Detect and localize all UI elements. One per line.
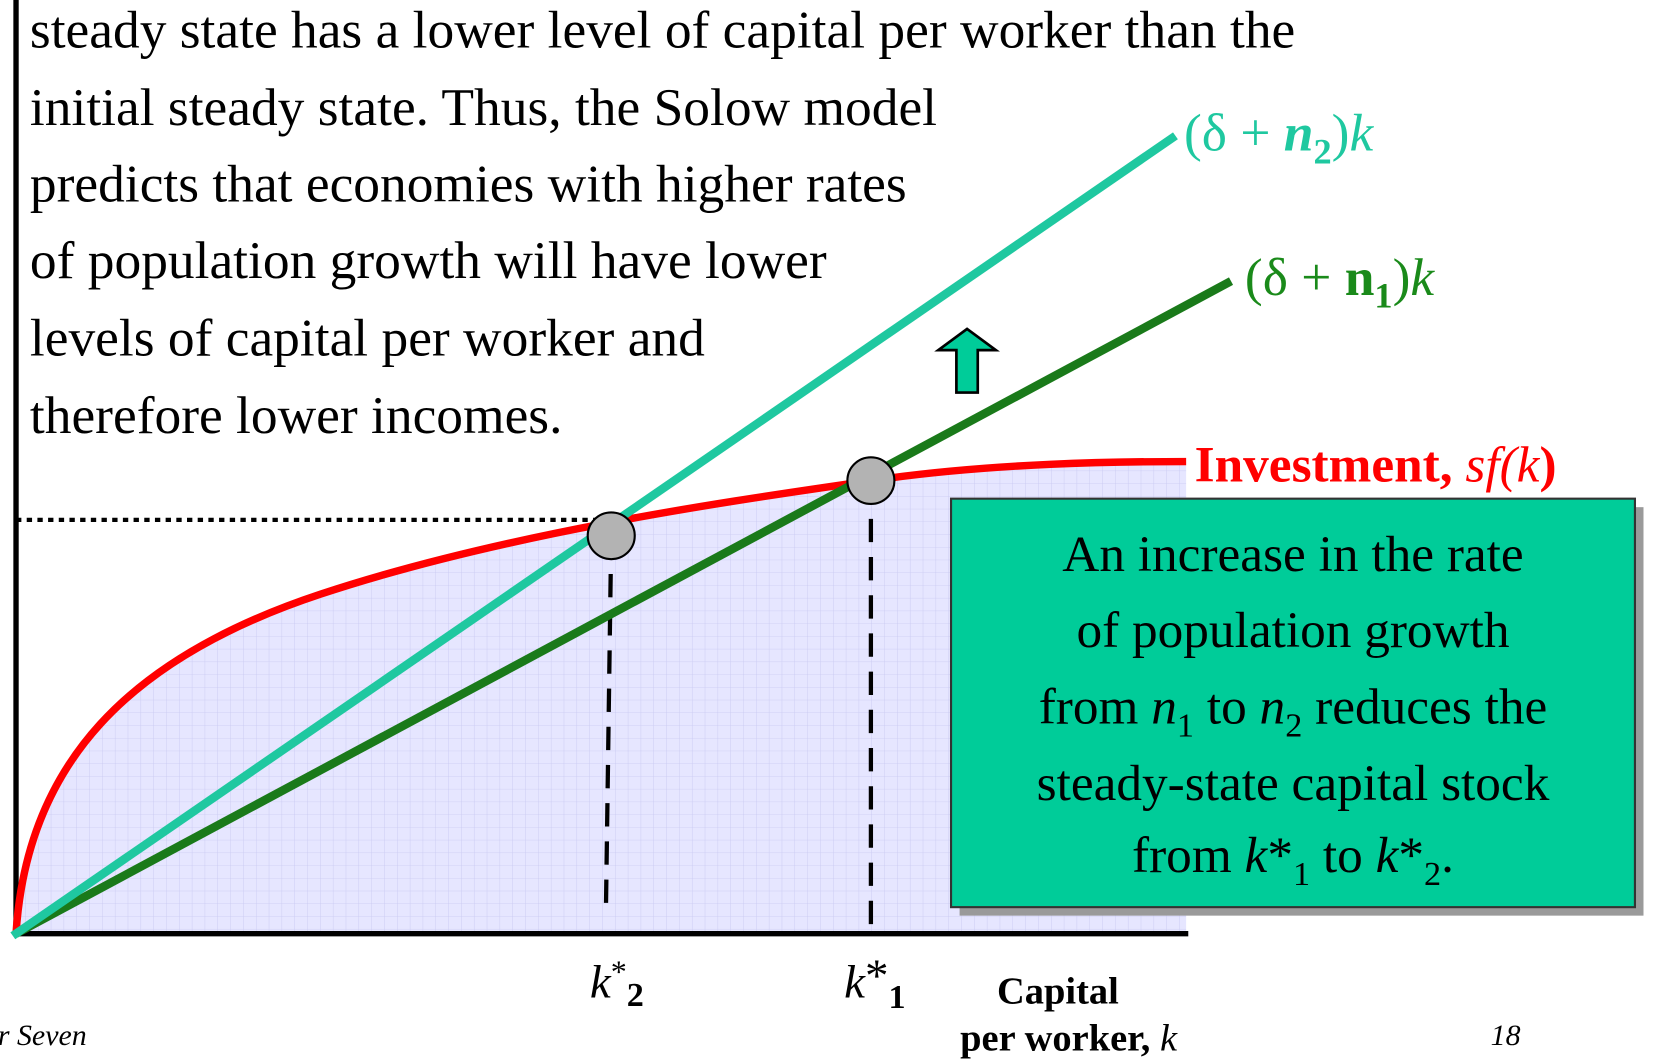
text-line: levels of capital per worker and [30, 309, 705, 368]
investment-label: Investment, sf(k) [1195, 437, 1557, 494]
callout-part: 2 [1424, 856, 1441, 893]
callout-part: to [1194, 679, 1260, 736]
text-line: steady state has a lower level of capita… [30, 1, 1295, 60]
label-part: (δ + [1245, 248, 1345, 307]
body-text: steady state has a lower level of capita… [30, 1, 1295, 445]
callout-box [949, 497, 1637, 909]
axis-label: Capital [997, 971, 1119, 1013]
label-part: ) [1393, 248, 1411, 307]
callout-part: n [1260, 679, 1286, 736]
footer: r Seven [0, 1019, 87, 1052]
label-part: Investment, [1195, 437, 1466, 494]
axis-label: per worker, k [960, 1018, 1178, 1060]
steady-state-2 [586, 511, 636, 561]
up-arrow [934, 327, 1000, 394]
label-part: (δ + [1184, 104, 1284, 163]
label-part: 1 [889, 979, 906, 1016]
k1-label: k*1 [844, 950, 905, 1016]
depreciation-n1 [13, 277, 1234, 938]
callout-part: k [1376, 827, 1400, 884]
callout-part: n [1151, 679, 1177, 736]
callout-part: . [1441, 827, 1454, 884]
callout-line: steady-state capital stock [1037, 755, 1550, 812]
label-part: * [865, 950, 889, 1002]
callout-part: from [1132, 827, 1245, 884]
text-line: therefore lower incomes. [30, 386, 563, 445]
investment-curve [12, 457, 1187, 934]
page-number: 18 [1491, 1019, 1521, 1052]
dash-k2 [603, 535, 614, 913]
shaded-area [16, 461, 1187, 934]
label-part: n [1284, 104, 1314, 163]
label-part: per worker, [960, 1018, 1160, 1060]
k2-label: k*2 [590, 955, 644, 1014]
label-part: ) [1332, 104, 1350, 163]
callout-part: 2 [1285, 707, 1302, 744]
callout-line: from k*1 to k*2. [1132, 827, 1454, 893]
callout-part: from [1039, 679, 1152, 736]
text-line: initial steady state. Thus, the Solow mo… [30, 78, 937, 137]
label-part: ) [1539, 437, 1556, 494]
n2-line-label: (δ + n2)k [1184, 104, 1375, 172]
callout-part: 1 [1177, 707, 1194, 744]
callout-line: from n1 to n2 reduces the [1039, 679, 1548, 745]
steady-state-1 [846, 456, 896, 506]
label-part: 2 [627, 977, 644, 1014]
callout-line: An increase in the rate [1062, 526, 1523, 583]
callout-part: k [1245, 827, 1269, 884]
label-part: k [844, 956, 866, 1008]
callout-line: of population growth [1076, 602, 1509, 659]
callout-part: reduces the [1302, 679, 1547, 736]
callout-part: 1 [1293, 856, 1310, 893]
label-part: k [1160, 1018, 1178, 1060]
label-part: n [1345, 248, 1375, 307]
n1-line-label: (δ + n1)k [1245, 248, 1436, 316]
label-part: k [590, 956, 612, 1008]
label-part: k [1349, 104, 1374, 163]
callout-part: * [1398, 827, 1424, 884]
callout-part: to [1310, 827, 1376, 884]
label-part: k [1410, 248, 1435, 307]
label-part: * [611, 955, 627, 990]
text-line: predicts that economies with higher rate… [30, 155, 907, 214]
label-part: k [1517, 437, 1541, 494]
text-line: of population growth will have lower [30, 231, 827, 290]
callout-part: * [1267, 827, 1293, 884]
label-part: sf( [1465, 437, 1519, 494]
callout-text: An increase in the rate of population gr… [1037, 526, 1550, 893]
label-part: 2 [1314, 132, 1332, 172]
label-part: 1 [1374, 276, 1392, 316]
